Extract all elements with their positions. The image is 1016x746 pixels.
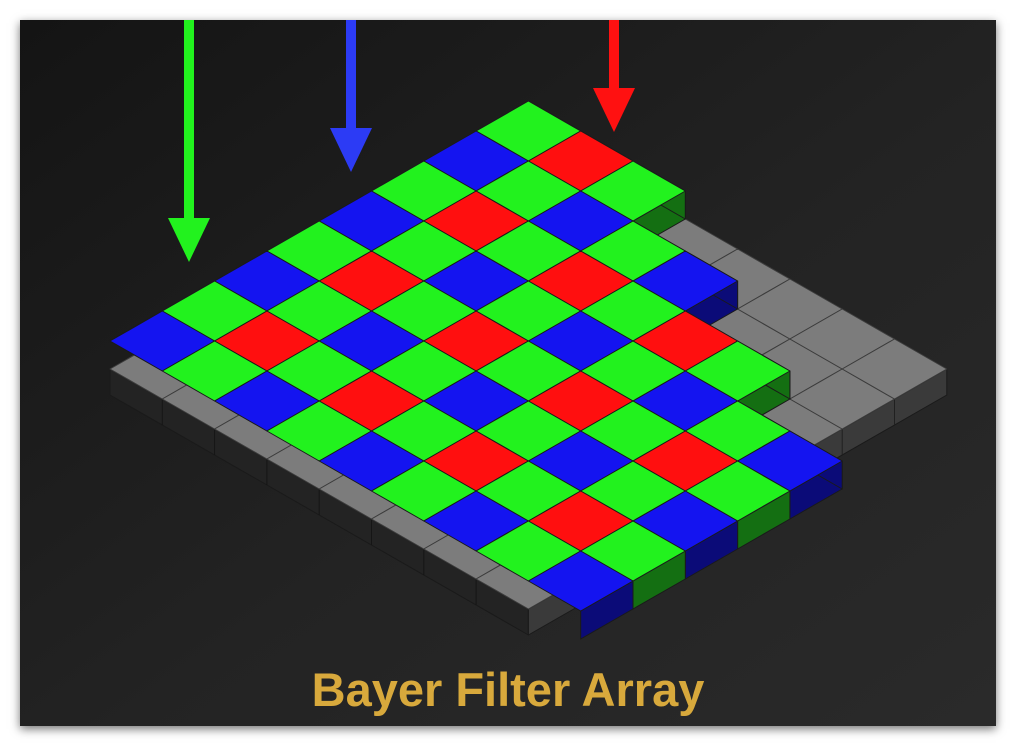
color-filter-grid <box>109 100 843 640</box>
filter-face-top <box>527 550 634 612</box>
blue-arrow-head <box>330 128 372 172</box>
diagram-title: Bayer Filter Array <box>312 663 705 716</box>
red-arrow-head <box>593 88 635 132</box>
bayer-diagram-canvas: Bayer Filter Array <box>20 20 996 726</box>
red-arrow-shaft <box>609 20 619 90</box>
green-arrow-head <box>168 218 210 262</box>
green-arrow-shaft <box>184 20 194 220</box>
light-arrows <box>168 20 635 262</box>
red-arrow <box>593 20 635 132</box>
filter-cell-blue <box>527 550 634 640</box>
blue-arrow-shaft <box>346 20 356 130</box>
diagram-frame: Bayer Filter Array <box>20 20 996 726</box>
blue-arrow <box>330 20 372 172</box>
green-arrow <box>168 20 210 262</box>
sensor-pixel <box>841 338 948 400</box>
